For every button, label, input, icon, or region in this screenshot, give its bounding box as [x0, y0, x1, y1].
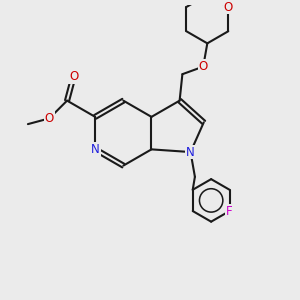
Text: O: O	[69, 70, 78, 83]
Text: O: O	[224, 1, 233, 13]
Text: O: O	[45, 112, 54, 125]
Text: F: F	[226, 205, 233, 218]
Text: N: N	[91, 143, 100, 156]
Text: O: O	[199, 60, 208, 73]
Text: N: N	[186, 146, 195, 159]
